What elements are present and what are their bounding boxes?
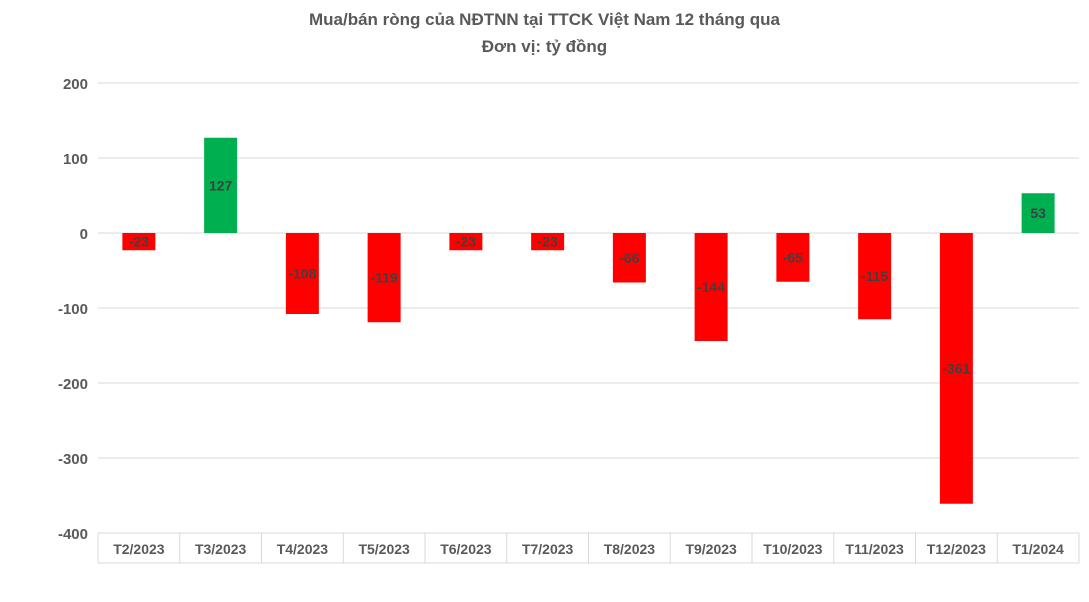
bar	[367, 233, 401, 323]
chart-subtitle: Đơn vị: tỷ đồng	[481, 37, 608, 56]
y-tick-label: 0	[80, 226, 88, 243]
bar	[939, 233, 973, 504]
bar	[694, 233, 728, 341]
x-tick-label: T6/2023	[440, 541, 492, 557]
bar	[204, 137, 238, 233]
x-tick-label: T11/2023	[845, 541, 904, 557]
x-tick-label: T1/2024	[1012, 541, 1064, 557]
data-label: -115	[861, 268, 888, 284]
data-label: -23	[129, 234, 149, 250]
bar	[449, 233, 483, 251]
x-tick-label: T7/2023	[522, 541, 574, 557]
y-tick-label: -400	[58, 526, 88, 543]
data-label: -144	[697, 279, 725, 295]
x-tick-label: T10/2023	[763, 541, 822, 557]
data-label: -23	[456, 234, 476, 250]
data-label: 53	[1030, 205, 1046, 221]
bar	[122, 233, 156, 251]
data-label: -23	[538, 234, 558, 250]
bar	[776, 233, 810, 282]
y-tick-label: -300	[58, 451, 88, 468]
data-label: -119	[371, 270, 398, 286]
bar	[285, 233, 319, 314]
bar	[858, 233, 892, 320]
data-label: 127	[209, 177, 233, 193]
x-tick-label: T12/2023	[927, 541, 986, 557]
bar	[531, 233, 565, 251]
chart-title: Mua/bán ròng của NĐTNN tại TTCK Việt Nam…	[308, 10, 780, 29]
x-tick-label: T8/2023	[604, 541, 656, 557]
y-tick-label: -200	[58, 376, 88, 393]
x-tick-label: T9/2023	[685, 541, 737, 557]
x-tick-label: T5/2023	[358, 541, 410, 557]
y-tick-label: 200	[63, 76, 88, 93]
bar	[1021, 193, 1055, 233]
x-tick-label: T2/2023	[113, 541, 165, 557]
x-tick-label: T4/2023	[277, 541, 329, 557]
bar	[612, 233, 646, 283]
y-tick-label: -100	[58, 301, 88, 318]
data-label: -108	[288, 266, 316, 282]
data-label: -361	[942, 360, 970, 376]
y-tick-label: 100	[63, 151, 88, 168]
data-label: -66	[619, 250, 639, 266]
x-tick-label: T3/2023	[195, 541, 247, 557]
data-label: -65	[783, 249, 803, 265]
